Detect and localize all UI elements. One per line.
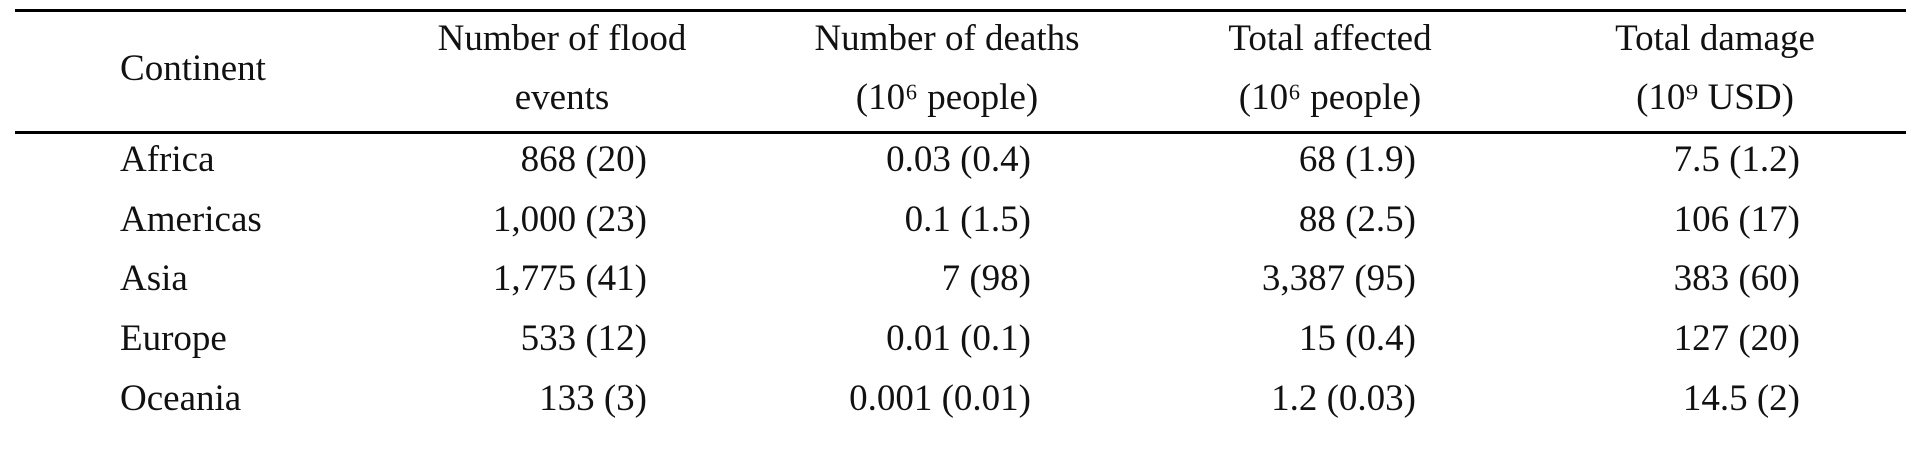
table-cell: 14.5 (2) [1682, 378, 1800, 419]
table-cell: 68 (1.9) [1298, 139, 1416, 180]
header-cell: (10⁶ people) [855, 77, 1039, 118]
table-cell: 7 (98) [941, 258, 1031, 299]
table-cell: 133 (3) [539, 378, 647, 419]
header-cell: Number of deaths [814, 18, 1080, 59]
header-cell: events [514, 77, 610, 118]
header-cell: Total affected [1228, 18, 1432, 59]
row-label: Americas [120, 199, 262, 240]
top-rule [15, 9, 1906, 12]
table-cell: 1,000 (23) [492, 199, 647, 240]
header-cell: (10⁹ USD) [1636, 77, 1794, 118]
table-cell: 0.03 (0.4) [886, 139, 1031, 180]
table-cell: 0.001 (0.01) [849, 378, 1031, 419]
table-cell: 88 (2.5) [1298, 199, 1416, 240]
table-cell: 0.1 (1.5) [904, 199, 1031, 240]
table-cell: 15 (0.4) [1298, 318, 1416, 359]
table-cell: 106 (17) [1673, 199, 1800, 240]
table-cell: 7.5 (1.2) [1673, 139, 1800, 180]
table-cell: 127 (20) [1673, 318, 1800, 359]
table-cell: 1.2 (0.03) [1271, 378, 1416, 419]
table-cell: 0.01 (0.1) [886, 318, 1031, 359]
table-cell: 1,775 (41) [492, 258, 647, 299]
row-label: Asia [120, 258, 188, 299]
header-cell: Number of flood [437, 18, 687, 59]
header-cell: Continent [120, 48, 266, 89]
row-label: Oceania [120, 378, 242, 419]
table-cell: 383 (60) [1673, 258, 1800, 299]
row-label: Africa [120, 139, 215, 180]
header-rule [15, 131, 1906, 134]
table-cell: 533 (12) [520, 318, 647, 359]
row-label: Europe [120, 318, 227, 359]
header-cell: Total damage [1615, 18, 1815, 59]
header-cell: (10⁶ people) [1238, 77, 1422, 118]
table-cell: 3,387 (95) [1261, 258, 1416, 299]
table-cell: 868 (20) [520, 139, 647, 180]
